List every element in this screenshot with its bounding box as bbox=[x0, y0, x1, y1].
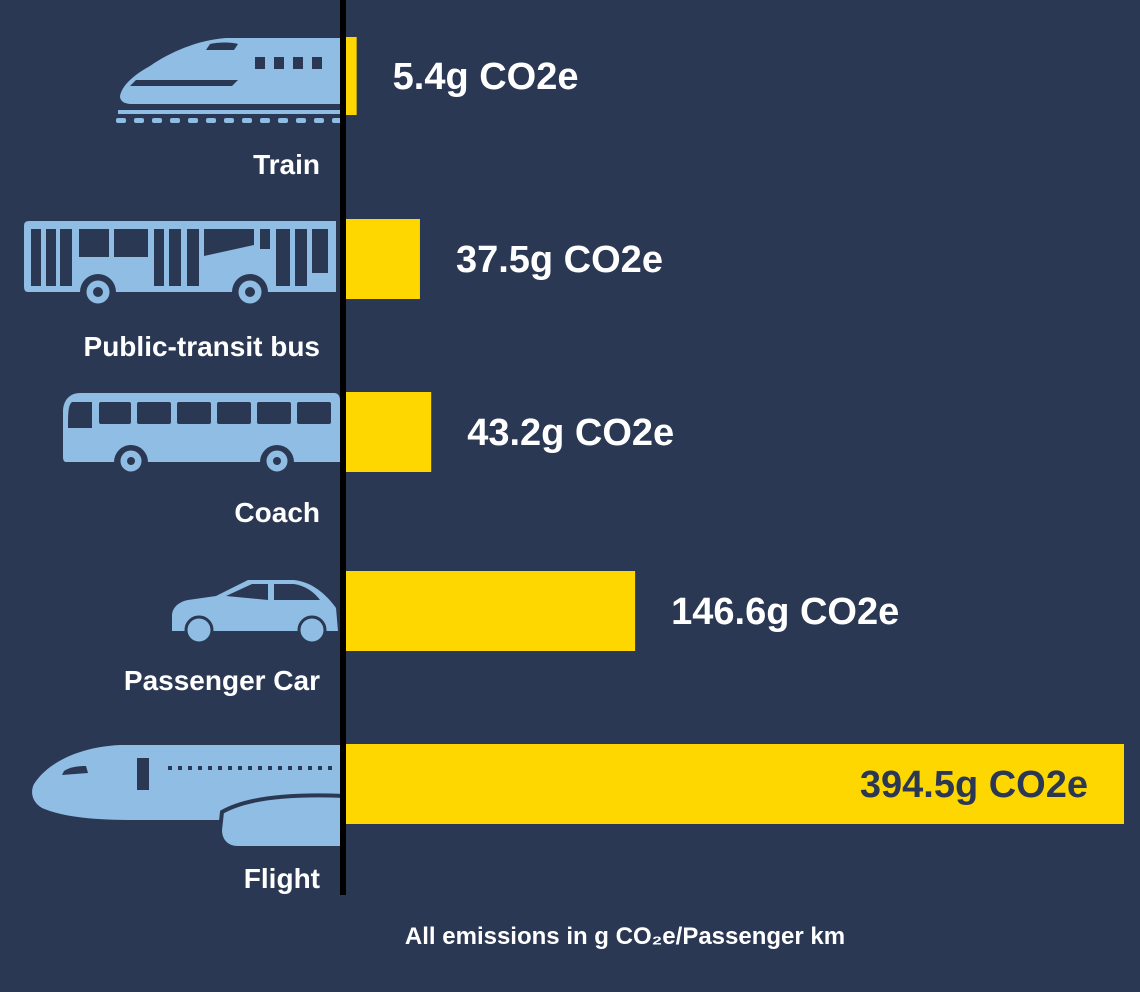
coach-icon bbox=[63, 393, 340, 475]
category-label-passenger-car: Passenger Car bbox=[123, 665, 320, 696]
value-label-passenger-car: 146.6g CO2e bbox=[671, 591, 899, 633]
plane-icon bbox=[32, 745, 347, 850]
category-label-coach: Coach bbox=[234, 497, 320, 528]
value-label-train: 5.4g CO2e bbox=[393, 56, 579, 98]
car-icon bbox=[172, 580, 338, 645]
bar-train bbox=[346, 37, 357, 115]
value-label-coach: 43.2g CO2e bbox=[467, 412, 674, 454]
bus-icon bbox=[24, 221, 336, 307]
bar-public-transit-bus bbox=[346, 219, 420, 299]
value-label-public-transit-bus: 37.5g CO2e bbox=[456, 239, 663, 281]
unit-footnote: All emissions in g CO₂e/Passenger km bbox=[404, 923, 846, 950]
bars-group: 5.4g CO2e 37.5g CO2e 43.2g CO2e 146.6g CO2e… bbox=[346, 37, 1124, 824]
category-label-train: Train bbox=[253, 149, 320, 180]
bar-coach bbox=[346, 392, 432, 472]
value-label-flight: 394.5g CO2e bbox=[860, 764, 1088, 806]
category-label-public-transit-bus: Public-transit bus bbox=[83, 331, 320, 362]
bar-flight bbox=[346, 744, 1124, 824]
bar-passenger-car bbox=[346, 571, 636, 651]
train-icon bbox=[116, 38, 345, 123]
category-label-flight: Flight bbox=[243, 863, 320, 894]
